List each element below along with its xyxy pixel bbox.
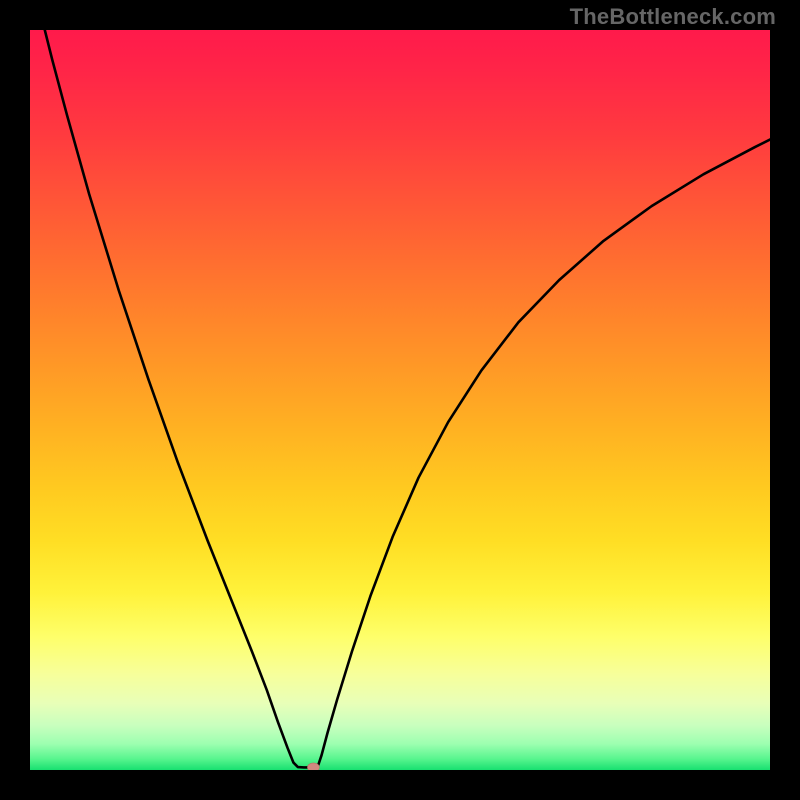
plot-area: [30, 30, 770, 770]
gradient-background: [30, 30, 770, 770]
plot-svg: [30, 30, 770, 770]
chart-frame: TheBottleneck.com: [0, 0, 800, 800]
watermark-text: TheBottleneck.com: [570, 4, 776, 30]
minimum-marker: [307, 763, 319, 770]
